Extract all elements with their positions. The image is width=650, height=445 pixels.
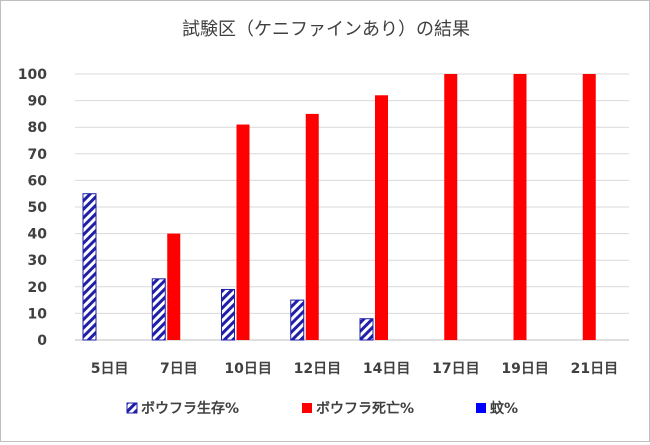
- legend-swatch: [126, 402, 138, 414]
- x-tick-label: 12日目: [294, 361, 341, 377]
- y-tick-label: 40: [28, 227, 48, 243]
- legend-label: ボウフラ死亡%: [316, 400, 414, 417]
- y-tick-label: 90: [28, 94, 48, 110]
- bar-survival: [82, 193, 97, 341]
- y-axis-ticks: 0 10 20 30 40 50 60 70 80 90 100: [18, 67, 47, 349]
- y-tick-label: 100: [18, 67, 47, 83]
- chart-title: 試験区（ケニファインあり）の結果: [182, 19, 470, 40]
- bar-survival: [359, 318, 374, 341]
- y-tick-label: 30: [28, 253, 48, 269]
- x-tick-label: 17日目: [432, 361, 479, 377]
- y-tick-label: 20: [28, 280, 48, 296]
- bar-survival: [151, 278, 166, 341]
- bar-death: [375, 95, 388, 340]
- bar-death: [444, 74, 458, 340]
- bar-death: [582, 74, 596, 340]
- x-axis-ticks: 5日目 7日目 10日目 12日目 14日目 17日目 19日目 21日目: [91, 361, 618, 377]
- bar-death: [167, 233, 181, 340]
- bar-death: [513, 74, 527, 340]
- y-tick-label: 70: [28, 147, 48, 163]
- x-tick-label: 21日目: [571, 361, 618, 377]
- x-tick-label: 19日目: [501, 361, 548, 377]
- x-tick-label: 10日目: [224, 361, 271, 377]
- x-tick-label: 14日目: [363, 361, 410, 377]
- y-tick-label: 10: [28, 306, 48, 322]
- bar-death: [236, 124, 250, 340]
- y-tick-label: 80: [28, 120, 48, 136]
- x-tick-label: 7日目: [160, 361, 198, 377]
- bar-survival: [221, 288, 235, 341]
- legend-label: ボウフラ生存%: [141, 400, 239, 417]
- bar-death: [305, 113, 319, 341]
- x-tick-label: 5日目: [91, 361, 129, 377]
- legend-swatch: [476, 403, 486, 413]
- bar-survival: [290, 299, 305, 341]
- legend-label: 蚊%: [490, 400, 518, 417]
- bars: [82, 74, 596, 341]
- y-tick-label: 60: [28, 173, 48, 189]
- y-tick-label: 0: [37, 333, 47, 349]
- y-tick-label: 50: [28, 200, 48, 216]
- legend: ボウフラ生存% ボウフラ死亡% 蚊%: [126, 400, 518, 417]
- legend-swatch: [302, 403, 312, 413]
